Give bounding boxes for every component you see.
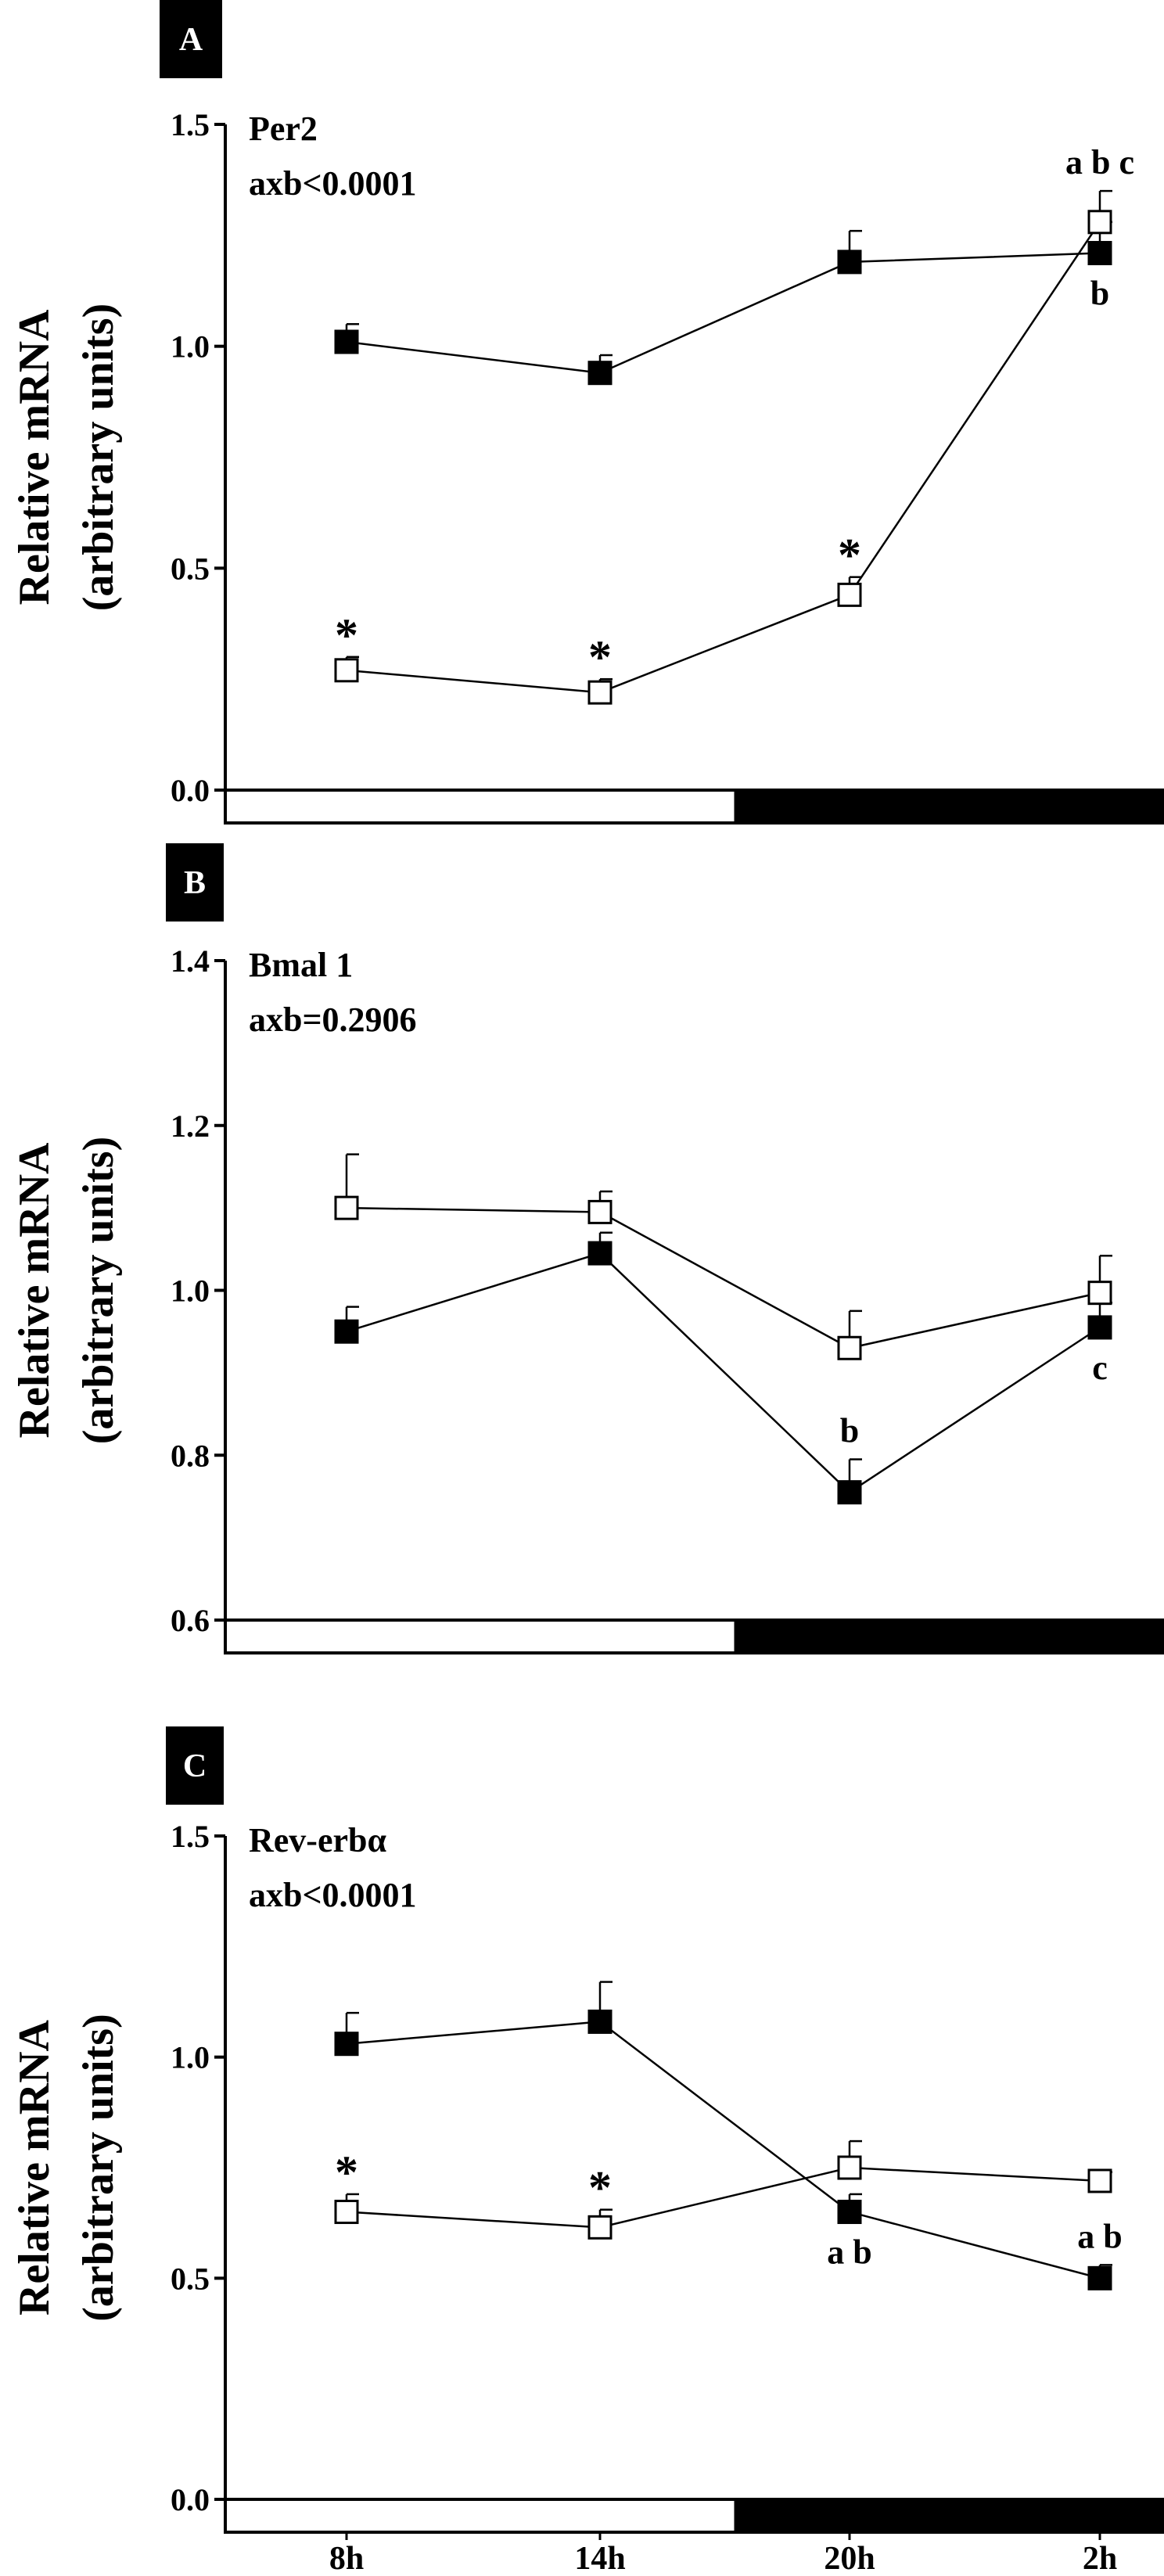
y-tick-label: 1.5 (171, 107, 210, 142)
light-phase-bar (224, 1619, 738, 1654)
dark-phase-bar (734, 1619, 1164, 1654)
gene-annotation: Rev-erbα (249, 1821, 386, 1859)
y-tick-label: 0.5 (171, 2261, 210, 2296)
filled-square-marker (1087, 2265, 1112, 2290)
filled-square-marker (334, 1319, 359, 1344)
filled-square-marker (587, 361, 613, 386)
panel-label-badge (166, 1726, 224, 1805)
filled-square-marker (1087, 1315, 1112, 1340)
filled-square-marker (837, 250, 862, 275)
y-tick-label: 0.8 (171, 1438, 210, 1473)
x-tick-label: 20h (824, 2541, 875, 2576)
dark-phase-bar (734, 2498, 1164, 2534)
open-square-marker (1087, 2168, 1112, 2193)
gene-annotation: axb<0.0001 (249, 164, 417, 203)
series-line (346, 2021, 1101, 2280)
y-tick-label: 0.5 (171, 551, 210, 586)
open-square-marker (334, 658, 359, 683)
y-axis-title: (arbitrary units) (74, 2014, 123, 2322)
x-tick-label: 8h (329, 2541, 364, 2576)
series-line (346, 252, 1101, 374)
series-line (346, 1206, 1101, 1349)
significance-label: * (335, 609, 358, 661)
significance-label: * (588, 631, 612, 683)
open-square-marker (837, 582, 862, 607)
gene-annotation: axb=0.2906 (249, 1001, 417, 1039)
y-axis-title: Relative mRNA (10, 309, 59, 605)
series-line (346, 221, 1101, 694)
y-tick-label: 0.0 (171, 2482, 210, 2517)
significance-label: c (1092, 1349, 1108, 1387)
y-tick-label: 1.0 (171, 2040, 210, 2075)
open-square-marker (1087, 1281, 1112, 1306)
open-square-marker (1087, 210, 1112, 235)
x-tick-label: 2h (1083, 2541, 1117, 2576)
filled-square-marker (837, 1480, 862, 1505)
panel-a: A 0.0 0.5 1.0 1.5 Relative mRNA (arbitrary uni… (10, 0, 1164, 825)
series-line (346, 1252, 1101, 1494)
panel-label: B (184, 865, 206, 901)
significance-label: b (840, 1412, 859, 1450)
panel-label: A (179, 22, 203, 58)
significance-label: * (335, 2147, 358, 2198)
x-tick-label: 14h (574, 2541, 625, 2576)
panel-label-badge (160, 0, 222, 78)
y-axis-title: Relative mRNA (10, 2019, 59, 2315)
y-tick-label: 0.6 (171, 1603, 210, 1638)
filled-square-marker (837, 2200, 862, 2225)
significance-label: a b (827, 2233, 871, 2272)
y-tick-label: 1.0 (171, 329, 210, 365)
open-square-marker (587, 1199, 613, 1224)
gene-annotation: Per2 (249, 110, 318, 148)
y-tick-label: 0.0 (171, 773, 210, 808)
series-line (346, 2166, 1101, 2229)
open-square-marker (334, 2200, 359, 2225)
open-square-marker (334, 1195, 359, 1220)
filled-square-marker (1087, 241, 1112, 266)
panel-b: B 0.6 0.8 1.0 1.2 1.4 Relative mRNA (arbitrary … (10, 843, 1164, 1654)
panel-label: C (183, 1748, 207, 1784)
significance-label: a b c (1065, 143, 1134, 181)
y-tick-label: 1.5 (171, 1819, 210, 1854)
light-phase-bar (224, 2498, 738, 2534)
filled-square-marker (334, 329, 359, 354)
open-square-marker (837, 2155, 862, 2180)
filled-square-marker (587, 1241, 613, 1266)
y-tick-label: 1.4 (171, 943, 210, 979)
significance-label: * (588, 2162, 612, 2214)
y-tick-label: 1.0 (171, 1274, 210, 1309)
gene-annotation: Bmal 1 (249, 946, 353, 984)
dark-phase-bar (734, 789, 1164, 825)
open-square-marker (837, 1335, 862, 1360)
y-axis-title: (arbitrary units) (74, 304, 123, 612)
open-square-marker (587, 2215, 613, 2240)
y-axis-title: (arbitrary units) (74, 1137, 123, 1445)
open-square-marker (587, 680, 613, 705)
panel-label-badge (166, 843, 224, 922)
significance-label: b (1090, 275, 1109, 313)
gene-annotation: axb<0.0001 (249, 1876, 417, 1914)
light-phase-bar (224, 789, 738, 825)
significance-label: a b (1077, 2217, 1122, 2255)
y-axis-title: Relative mRNA (10, 1142, 59, 1438)
filled-square-marker (587, 2009, 613, 2034)
panel-c: C 0.0 0.5 1.0 1.5 Relative mRNA (arbitrary uni… (10, 1726, 1164, 2576)
y-tick-label: 1.2 (171, 1108, 210, 1144)
filled-square-marker (334, 2032, 359, 2057)
significance-label: * (838, 530, 861, 581)
